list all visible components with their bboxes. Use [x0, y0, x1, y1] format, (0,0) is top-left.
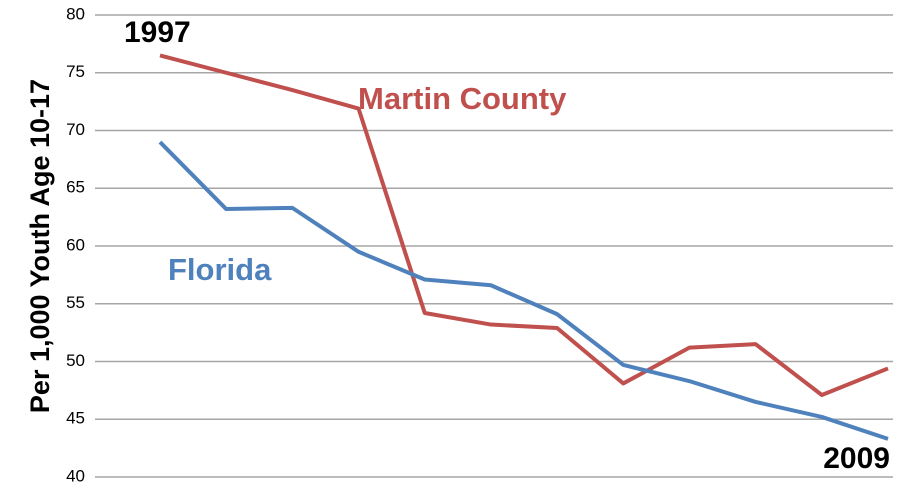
- y-tick-label: 45: [66, 409, 85, 428]
- y-tick-label: 60: [66, 235, 85, 254]
- series-label: Martin County: [358, 81, 567, 116]
- x-annotation: 2009: [823, 442, 890, 475]
- series-line: [159, 53, 889, 397]
- y-tick-label: 65: [66, 178, 85, 197]
- series-label: Florida: [168, 252, 272, 287]
- y-tick-label: 40: [66, 466, 85, 485]
- series-line: [158, 140, 889, 441]
- y-tick-label: 75: [66, 62, 85, 81]
- x-annotation: 1997: [124, 16, 191, 49]
- y-axis-label: Per 1,000 Youth Age 10-17: [25, 79, 55, 413]
- y-tick-label: 55: [66, 293, 85, 312]
- y-tick-label: 70: [66, 120, 85, 139]
- y-tick-label: 80: [66, 4, 85, 23]
- y-tick-label: 50: [66, 351, 85, 370]
